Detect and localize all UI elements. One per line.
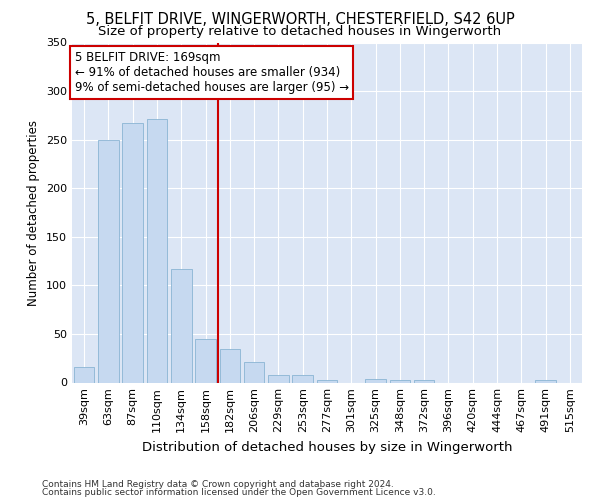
Text: 5, BELFIT DRIVE, WINGERWORTH, CHESTERFIELD, S42 6UP: 5, BELFIT DRIVE, WINGERWORTH, CHESTERFIE… [86, 12, 514, 28]
Bar [220, 348, 240, 382]
Bar [98, 140, 119, 382]
Bar [389, 380, 410, 382]
Text: 5 BELFIT DRIVE: 169sqm
← 91% of detached houses are smaller (934)
9% of semi-det: 5 BELFIT DRIVE: 169sqm ← 91% of detached… [74, 51, 349, 94]
Text: Size of property relative to detached houses in Wingerworth: Size of property relative to detached ho… [98, 24, 502, 38]
Text: Contains public sector information licensed under the Open Government Licence v3: Contains public sector information licen… [42, 488, 436, 497]
Bar [365, 378, 386, 382]
Text: Contains HM Land Registry data © Crown copyright and database right 2024.: Contains HM Land Registry data © Crown c… [42, 480, 394, 489]
Y-axis label: Number of detached properties: Number of detached properties [28, 120, 40, 306]
Bar [292, 374, 313, 382]
Bar [122, 123, 143, 382]
X-axis label: Distribution of detached houses by size in Wingerworth: Distribution of detached houses by size … [142, 441, 512, 454]
Bar [535, 380, 556, 382]
Bar [195, 339, 216, 382]
Bar [268, 374, 289, 382]
Bar [74, 367, 94, 382]
Bar [146, 119, 167, 382]
Bar [414, 380, 434, 382]
Bar [317, 380, 337, 382]
Bar [171, 269, 191, 382]
Bar [244, 362, 265, 382]
